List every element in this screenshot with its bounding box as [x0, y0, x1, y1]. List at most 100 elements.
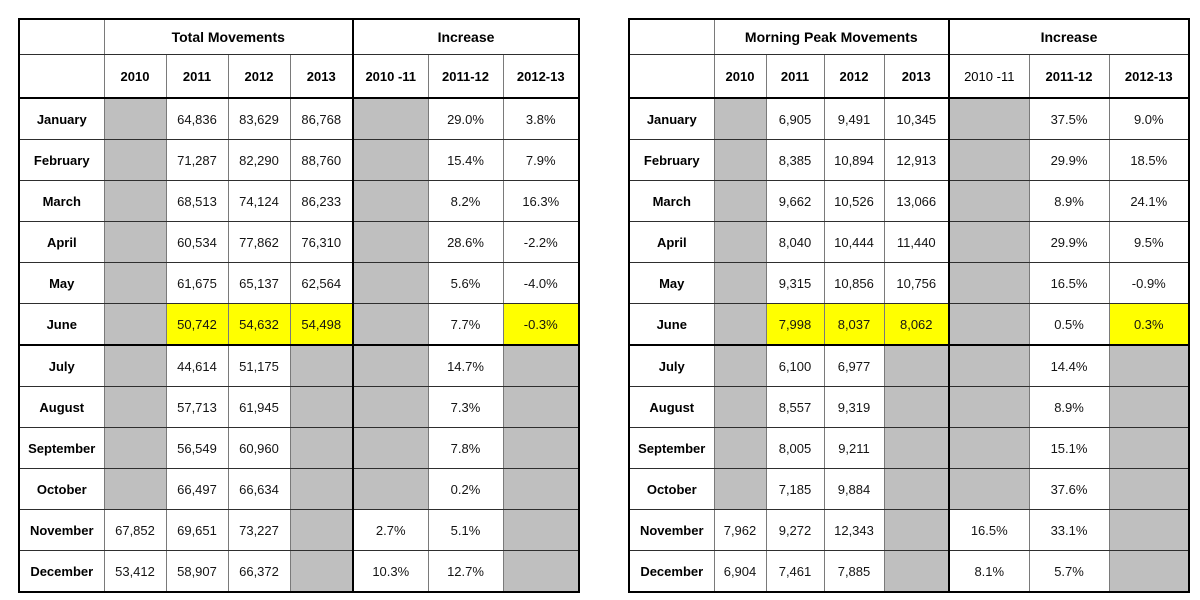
no-data-cell — [103, 386, 167, 428]
no-data-cell — [103, 221, 167, 263]
no-data-cell — [713, 139, 767, 181]
no-data-cell — [713, 262, 767, 304]
value-cell: 29.9% — [1028, 221, 1110, 263]
value-cell: 7,962 — [713, 509, 767, 551]
no-data-cell — [289, 344, 354, 387]
no-data-cell — [883, 344, 950, 387]
no-data-cell — [948, 262, 1030, 304]
value-cell: 18.5% — [1108, 139, 1190, 181]
table-title: Morning Peak Movements — [713, 18, 950, 55]
value-cell: 69,651 — [165, 509, 229, 551]
value-cell: 6,100 — [765, 344, 825, 387]
no-data-cell — [352, 344, 429, 387]
table-row: November 7,962 9,272 12,343 16.5% 33.1% — [628, 509, 1190, 551]
no-data-cell — [289, 386, 354, 428]
group-header-row: Total Movements Increase — [18, 18, 580, 55]
value-cell: 8,557 — [765, 386, 825, 428]
corner-cell — [18, 18, 105, 55]
value-cell: 9,491 — [823, 97, 885, 140]
value-cell: 7.3% — [427, 386, 504, 428]
value-cell: 7,998 — [765, 303, 825, 346]
column-header-row: 2010 2011 2012 2013 2010 -11 2011-12 2012-13 — [18, 54, 580, 99]
no-data-cell — [883, 386, 950, 428]
corner-cell — [628, 54, 715, 99]
no-data-cell — [948, 468, 1030, 510]
value-cell: 16.5% — [948, 509, 1030, 551]
no-data-cell — [103, 303, 167, 346]
value-cell: 62,564 — [289, 262, 354, 304]
value-cell: 9,319 — [823, 386, 885, 428]
value-cell: 0.2% — [427, 468, 504, 510]
column-header-2011: 2011 — [765, 54, 825, 99]
value-cell: 54,498 — [289, 303, 354, 346]
month-cell: December — [18, 550, 105, 593]
value-cell: 53,412 — [103, 550, 167, 593]
no-data-cell — [352, 468, 429, 510]
table-row: June 7,998 8,037 8,062 0.5% 0.3% — [628, 303, 1190, 346]
value-cell: 10,894 — [823, 139, 885, 181]
value-cell: 61,675 — [165, 262, 229, 304]
no-data-cell — [1108, 427, 1190, 469]
no-data-cell — [713, 303, 767, 346]
value-cell: 56,549 — [165, 427, 229, 469]
table-row: September 8,005 9,211 15.1% — [628, 427, 1190, 469]
value-cell: 8.2% — [427, 180, 504, 222]
month-cell: November — [18, 509, 105, 551]
column-header-2011-12: 2011-12 — [1028, 54, 1110, 99]
value-cell: 16.5% — [1028, 262, 1110, 304]
table-row: May 9,315 10,856 10,756 16.5% -0.9% — [628, 262, 1190, 304]
month-cell: July — [18, 344, 105, 387]
morning-peak-movements-table: Morning Peak Movements Increase 2010 2011… — [628, 18, 1191, 593]
value-cell: -0.3% — [502, 303, 580, 346]
value-cell: 0.5% — [1028, 303, 1110, 346]
no-data-cell — [352, 180, 429, 222]
column-header-2012: 2012 — [227, 54, 291, 99]
no-data-cell — [502, 509, 580, 551]
value-cell: 86,768 — [289, 97, 354, 140]
table-row: April 60,534 77,862 76,310 28.6% -2.2% — [18, 221, 580, 263]
value-cell: 83,629 — [227, 97, 291, 140]
no-data-cell — [713, 221, 767, 263]
value-cell: 7,461 — [765, 550, 825, 593]
month-cell: September — [628, 427, 715, 469]
value-cell: 12.7% — [427, 550, 504, 593]
value-cell: 12,343 — [823, 509, 885, 551]
value-cell: 28.6% — [427, 221, 504, 263]
value-cell: 65,137 — [227, 262, 291, 304]
value-cell: 7.8% — [427, 427, 504, 469]
value-cell: 50,742 — [165, 303, 229, 346]
value-cell: 33.1% — [1028, 509, 1110, 551]
value-cell: 6,905 — [765, 97, 825, 140]
value-cell: 5.1% — [427, 509, 504, 551]
value-cell: 10,526 — [823, 180, 885, 222]
column-header-row: 2010 2011 2012 2013 2010 -11 2011-12 2012-13 — [628, 54, 1190, 99]
column-header-2010-11: 2010 -11 — [948, 54, 1030, 99]
no-data-cell — [948, 427, 1030, 469]
value-cell: 66,372 — [227, 550, 291, 593]
no-data-cell — [502, 427, 580, 469]
no-data-cell — [502, 550, 580, 593]
value-cell: 67,852 — [103, 509, 167, 551]
column-header-2011: 2011 — [165, 54, 229, 99]
table-row: July 6,100 6,977 14.4% — [628, 344, 1190, 387]
table-row: January 64,836 83,629 86,768 29.0% 3.8% — [18, 97, 580, 140]
no-data-cell — [713, 386, 767, 428]
no-data-cell — [1108, 550, 1190, 593]
month-cell: October — [18, 468, 105, 510]
increase-title: Increase — [948, 18, 1190, 55]
value-cell: 10,345 — [883, 97, 950, 140]
no-data-cell — [103, 97, 167, 140]
value-cell: 5.6% — [427, 262, 504, 304]
value-cell: 8.9% — [1028, 386, 1110, 428]
no-data-cell — [103, 344, 167, 387]
table-row: October 66,497 66,634 0.2% — [18, 468, 580, 510]
no-data-cell — [103, 139, 167, 181]
value-cell: 9.5% — [1108, 221, 1190, 263]
value-cell: 10,444 — [823, 221, 885, 263]
table-row: April 8,040 10,444 11,440 29.9% 9.5% — [628, 221, 1190, 263]
value-cell: 54,632 — [227, 303, 291, 346]
corner-cell — [628, 18, 715, 55]
no-data-cell — [948, 303, 1030, 346]
value-cell: -2.2% — [502, 221, 580, 263]
